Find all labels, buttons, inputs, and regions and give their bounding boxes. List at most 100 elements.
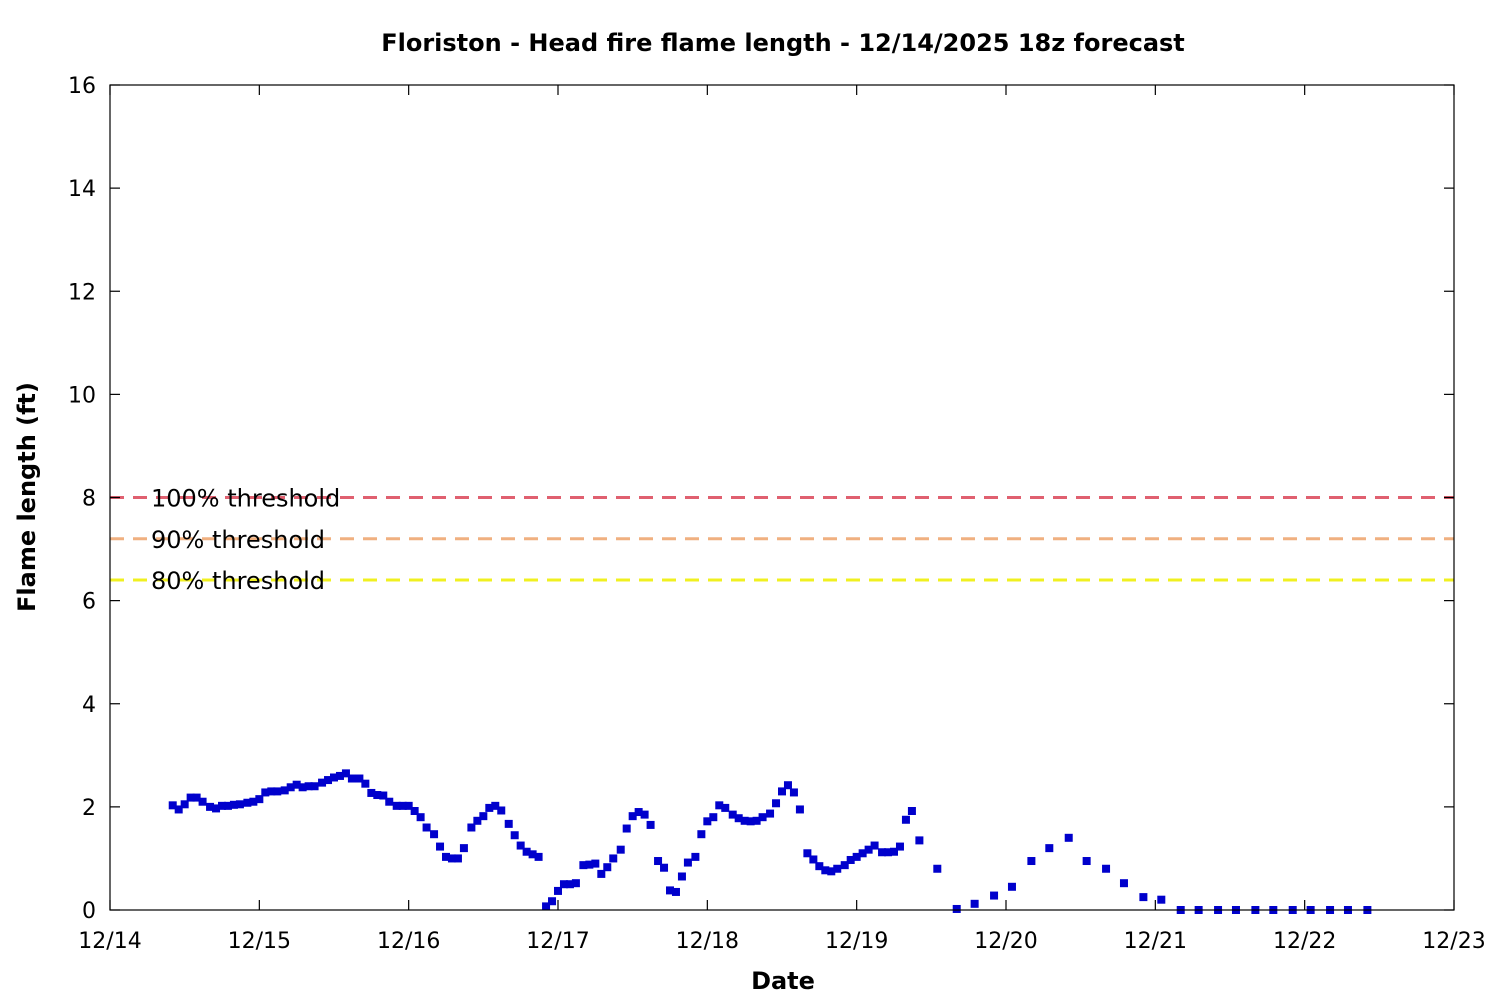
data-point — [654, 857, 663, 866]
data-point — [335, 771, 344, 780]
data-point — [565, 880, 574, 889]
data-point — [304, 782, 313, 791]
data-point — [273, 787, 282, 796]
data-point — [292, 780, 301, 789]
x-tick-label: 12/15 — [228, 929, 291, 954]
data-point — [198, 797, 207, 806]
data-point — [1082, 857, 1091, 866]
data-point — [267, 787, 276, 796]
data-point — [174, 805, 183, 814]
data-point — [752, 816, 761, 825]
data-point — [235, 800, 244, 809]
y-tick-label: 4 — [82, 693, 96, 718]
data-point — [355, 774, 364, 783]
data-point — [223, 801, 232, 810]
data-point — [952, 904, 961, 913]
data-point — [479, 812, 488, 821]
threshold-lines: 100% threshold 90% threshold 80% threshold — [110, 485, 1454, 595]
data-point — [666, 886, 674, 895]
data-point — [1064, 833, 1073, 842]
data-point — [895, 842, 904, 851]
data-point — [772, 799, 781, 808]
x-tick-label: 12/18 — [676, 929, 739, 954]
x-tick-label: 12/17 — [526, 929, 589, 954]
y-tick-label: 0 — [82, 899, 96, 924]
data-point — [622, 824, 631, 833]
data-point — [1027, 857, 1036, 866]
threshold-label: 80% threshold — [151, 567, 325, 595]
data-point — [168, 801, 177, 810]
data-point — [298, 783, 307, 792]
y-tick-label: 8 — [82, 487, 96, 512]
data-point — [970, 899, 979, 908]
data-point — [740, 816, 749, 825]
data-point — [901, 815, 910, 824]
data-point — [870, 841, 879, 850]
data-point — [330, 773, 338, 782]
data-point — [803, 849, 812, 858]
data-point — [640, 810, 649, 819]
x-tick-label: 12/16 — [377, 929, 440, 954]
data-point — [697, 830, 706, 839]
data-point — [249, 797, 258, 806]
data-point — [833, 864, 842, 873]
data-point — [1119, 879, 1128, 888]
data-point — [442, 852, 450, 861]
data-point — [548, 897, 557, 906]
data-point — [218, 801, 226, 810]
data-point — [907, 807, 916, 815]
data-point — [206, 802, 215, 811]
data-point — [504, 819, 513, 828]
data-point — [361, 779, 370, 788]
data-point — [318, 778, 327, 787]
data-point — [347, 774, 356, 783]
y-tick-label: 2 — [82, 796, 96, 821]
data-point — [485, 803, 494, 812]
x-tick-label: 12/22 — [1273, 929, 1336, 954]
data-point — [430, 830, 439, 839]
threshold-label: 90% threshold — [151, 526, 325, 554]
data-point — [809, 855, 818, 864]
data-point — [229, 800, 238, 809]
data-point — [1045, 844, 1054, 853]
data-point — [473, 816, 482, 825]
data-point — [591, 859, 600, 868]
data-point — [884, 848, 893, 857]
data-point — [243, 798, 252, 807]
data-point — [609, 854, 618, 863]
data-point — [691, 852, 700, 861]
data-point — [603, 863, 612, 872]
data-point — [554, 886, 562, 895]
data-point — [192, 793, 201, 802]
data-point — [840, 861, 849, 870]
data-point — [660, 863, 669, 872]
y-tick-label: 16 — [68, 74, 96, 99]
data-point — [852, 852, 861, 861]
data-point — [827, 867, 836, 876]
x-tick-label: 12/14 — [78, 929, 141, 954]
data-point — [398, 801, 407, 810]
y-tick-label: 14 — [68, 177, 96, 202]
x-tick-label: 12/21 — [1124, 929, 1187, 954]
data-point — [703, 817, 712, 826]
axes: 0 2 4 6 8 10 12 14 16 12/14 12/15 12/16 12/17 12/18 12… — [68, 74, 1486, 954]
threshold-label: 100% threshold — [151, 485, 340, 513]
data-point — [280, 786, 289, 795]
data-point — [734, 814, 743, 823]
data-point — [497, 806, 506, 815]
data-point — [628, 812, 637, 821]
data-point — [858, 849, 867, 858]
data-point — [310, 782, 319, 791]
data-point — [459, 844, 468, 853]
data-point — [379, 791, 388, 800]
data-point — [683, 858, 692, 867]
data-point — [467, 823, 476, 832]
data-point — [436, 842, 445, 851]
data-point — [522, 847, 531, 856]
data-point — [510, 831, 519, 840]
data-point — [766, 809, 775, 818]
data-point — [915, 836, 924, 845]
data-point — [447, 854, 456, 863]
data-point — [646, 820, 655, 829]
y-tick-label: 12 — [68, 280, 96, 305]
